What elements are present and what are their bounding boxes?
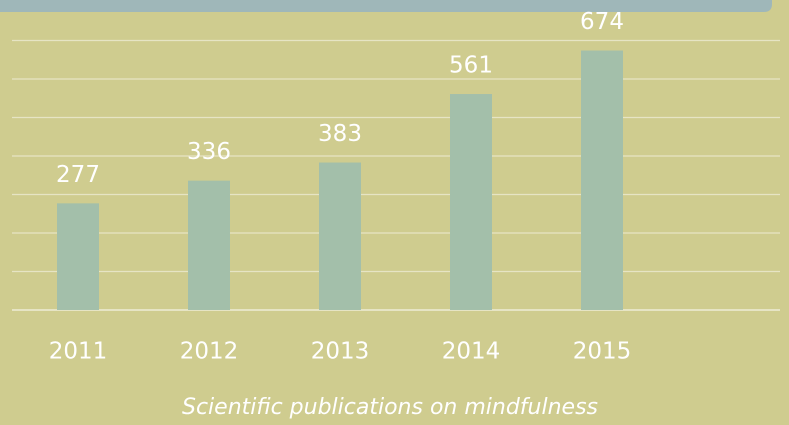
bar [450, 94, 492, 310]
x-tick-label: 2012 [180, 339, 239, 365]
value-label: 383 [318, 121, 362, 147]
bar [57, 203, 99, 310]
value-label: 277 [56, 162, 100, 188]
value-label: 674 [580, 9, 624, 35]
bar [319, 162, 361, 310]
top-band [0, 0, 772, 12]
x-tick-label: 2013 [311, 339, 370, 365]
value-label: 336 [187, 139, 231, 165]
chart-title: Scientific publications on mindfulness [182, 395, 598, 420]
bar [581, 50, 623, 310]
x-tick-label: 2015 [573, 339, 632, 365]
bar [188, 180, 230, 310]
value-label: 561 [449, 53, 493, 79]
x-tick-label: 2011 [49, 339, 108, 365]
x-tick-label: 2014 [442, 339, 501, 365]
